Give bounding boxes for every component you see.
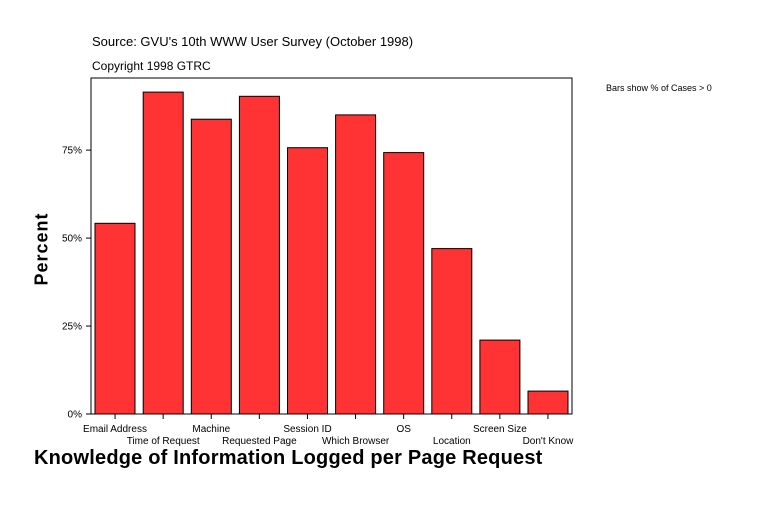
y-axis-label: Percent [31, 212, 52, 286]
x-tick-label: Requested Page [222, 436, 297, 447]
bar-9 [527, 390, 569, 415]
x-tick-label: Location [433, 436, 471, 447]
x-tick-label: OS [396, 424, 411, 435]
bar-2 [190, 118, 232, 415]
bar-0 [94, 222, 136, 415]
x-tick-label: Email Address [83, 424, 147, 435]
y-tick-label: 75% [62, 146, 82, 157]
y-tick-label: 0% [68, 410, 83, 421]
plot-frame [90, 77, 573, 415]
bar-8 [479, 339, 521, 415]
bar-4 [287, 147, 328, 415]
x-tick-label: Session ID [283, 424, 331, 435]
x-tick-label: Time of Request [127, 436, 200, 447]
bar-7 [431, 248, 473, 415]
bar-5 [335, 114, 377, 415]
x-tick-label: Which Browser [322, 436, 390, 447]
source-line: Source: GVU's 10th WWW User Survey (Octo… [92, 34, 414, 49]
x-tick-label: Machine [192, 424, 230, 435]
y-tick-label: 25% [62, 322, 82, 333]
bars-note: Bars show % of Cases > 0 [606, 83, 712, 93]
bar-6 [383, 152, 425, 415]
copyright-line: Copyright 1998 GTRC [92, 59, 211, 73]
y-tick-label: 50% [62, 234, 82, 245]
x-axis-label: Knowledge of Information Logged per Page… [34, 447, 543, 469]
bar-1 [142, 91, 184, 415]
bar-3 [238, 95, 280, 415]
x-tick-label: Screen Size [473, 424, 527, 435]
x-tick-label: Don't Know [523, 436, 575, 447]
